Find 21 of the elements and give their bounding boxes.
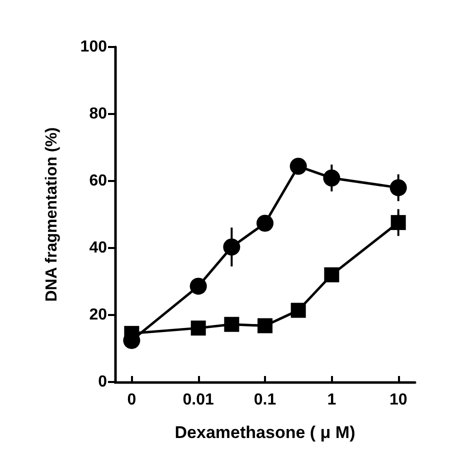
point [290,158,307,175]
x-tick-label: 10 [389,392,408,408]
point [258,318,272,334]
y-tick-label: 60 [89,172,108,190]
x-axis-title: Dexamethasone ( μ M) [174,423,356,442]
point [256,214,274,232]
point [190,278,207,295]
point [324,267,340,282]
x-tick-label: 0.1 [254,392,276,408]
y-tick-label: 80 [89,106,108,122]
point [290,302,306,318]
x-tick-label: 0 [127,392,136,408]
y-axis-title: DNA fragmentation (%) [44,127,60,302]
y-tick-label: 100 [80,38,108,56]
point [224,316,240,332]
x-tick-label: 1 [327,392,336,408]
point [190,320,206,336]
x-tick-label: 0.01 [182,392,214,408]
y-tick-label: 40 [89,240,108,256]
y-tick-label: 0 [98,374,108,390]
y-tick-label: 20 [89,306,108,324]
